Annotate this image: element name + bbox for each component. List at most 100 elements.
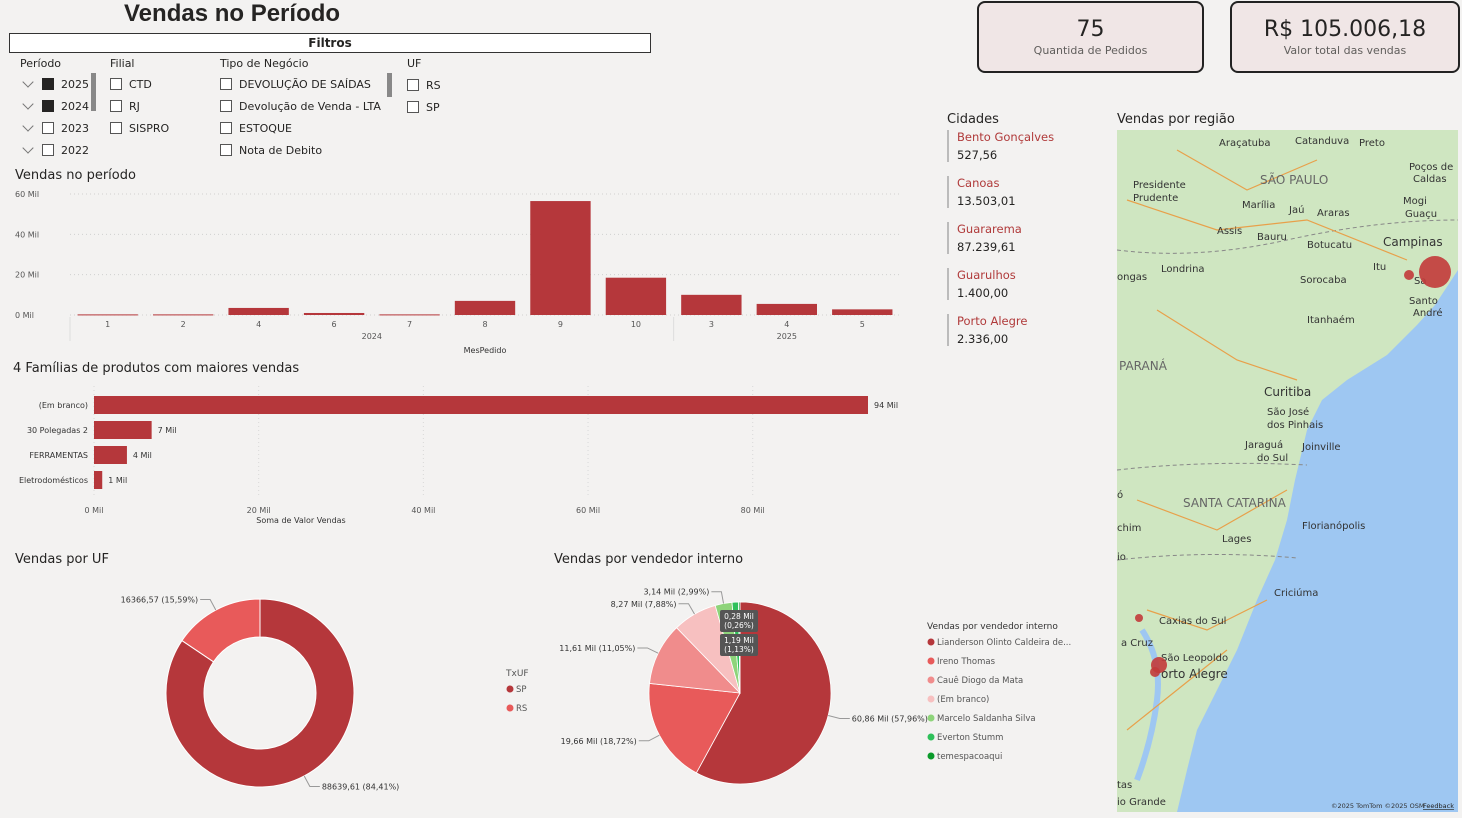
checkbox[interactable] [42,144,54,156]
city-value: 527,56 [957,148,998,162]
data-label: 1 Mil [108,476,127,485]
legend-label: RS [516,704,527,714]
checkbox[interactable] [110,122,122,134]
familias-title: 4 Famílias de produtos com maiores venda… [13,361,300,376]
legend-marker [927,714,935,722]
x-tick-label: 40 Mil [411,506,435,515]
familias-chart[interactable]: 0 Mil 20 Mil 40 Mil 60 Mil 80 Mil (Em branco)… [10,386,910,526]
checkbox[interactable] [42,78,54,90]
checkbox[interactable] [220,122,232,134]
city-card[interactable]: Guararema 87.239,61 [947,222,1054,254]
map-place-label: Itu [1373,262,1386,273]
uf-filter: RS SP [407,77,441,115]
x-group-label: 2025 [777,332,797,341]
filial-item-sispro[interactable]: SISPRO [110,120,169,136]
filial-item-ctd[interactable]: CTD [110,76,169,92]
inner-data-label: 1,19 Mil [724,636,754,645]
checkbox[interactable] [220,78,232,90]
legend-marker [927,638,935,646]
x-tick-label: 4 [256,320,261,329]
legend-label: Marcelo Saldanha Silva [937,714,1036,724]
x-tick-label: 1 [105,320,110,329]
map-bubble-guarulhos[interactable] [1404,270,1414,280]
uf-donut-chart[interactable]: 88639,61 (84,41%) 16366,57 (15,59%) TxUF SP… [60,580,530,810]
checkbox[interactable] [407,79,419,91]
tipo-item-nota-debito[interactable]: Nota de Debito [220,142,381,158]
map-bubble-guararema[interactable] [1419,256,1451,288]
checkbox[interactable] [42,122,54,134]
tipo-item-label: DEVOLUÇÃO DE SAÍDAS [239,77,371,91]
map-place-label: Joinville [1301,442,1341,453]
category-label: 30 Polegadas 2 [27,426,88,435]
bar [605,277,667,315]
card-valor-label: Valor total das vendas [1283,44,1407,57]
map-roads [1126,149,1408,731]
map-place-label: Araras [1317,208,1350,219]
map-visual[interactable]: Araçatuba Catanduva Preto Poços de Caldas SÃO… [1117,130,1458,812]
legend-label: Lianderson Olinto Caldeira de... [937,638,1071,648]
chevron-down-icon[interactable] [22,142,34,154]
checkbox[interactable] [220,144,232,156]
city-name: Guarulhos [957,268,1016,282]
map-place-label: Jaú [1288,204,1304,216]
city-card[interactable]: Bento Gonçalves 527,56 [947,130,1054,162]
tipo-negocio-filter-title: Tipo de Negócio [220,57,309,70]
vendedor-pie-chart[interactable]: 60,86 Mil (57,96%) 19,66 Mil (18,72%) 11,6… [540,580,1090,810]
card-pedidos-label: Quantida de Pedidos [1033,44,1148,57]
chevron-down-icon[interactable] [22,98,34,110]
donut-slice [181,598,261,663]
checkbox[interactable] [110,100,122,112]
periodo-item-2025[interactable]: 2025 [20,76,89,92]
map-place-label: Bauru [1257,232,1287,243]
legend-marker [506,704,514,712]
legend-label: Ireno Thomas [937,657,996,667]
city-card[interactable]: Guarulhos 1.400,00 [947,268,1054,300]
map-feedback-link[interactable]: Feedback [1423,802,1454,810]
map-place-label: Marília [1242,199,1275,211]
map-place-label: Catanduva [1295,136,1349,147]
map-place-label: Campinas [1383,235,1443,249]
tipo-item-devolucao-saidas[interactable]: DEVOLUÇÃO DE SAÍDAS [220,76,381,92]
uf-item-rs[interactable]: RS [407,77,441,93]
map-bubble-bento-goncalves[interactable] [1135,614,1143,622]
category-label: Eletrodomésticos [19,475,88,485]
map-place-label: Poços de [1409,162,1453,173]
periodo-item-2023[interactable]: 2023 [20,120,89,136]
city-value: 87.239,61 [957,240,1016,254]
tipo-item-estoque[interactable]: ESTOQUE [220,120,381,136]
map-place-label: tas [1117,780,1132,791]
map-place-label: SÃO PAULO [1260,172,1328,187]
data-label: 3,14 Mil (2,99%) [643,588,709,597]
periodo-item-2022[interactable]: 2022 [20,142,89,158]
periodo-scrollbar[interactable] [91,73,96,111]
map-place-label: André [1413,307,1443,319]
checkbox[interactable] [220,100,232,112]
filial-item-rj[interactable]: RJ [110,98,169,114]
chevron-down-icon[interactable] [22,120,34,132]
map-place-label: ongas [1117,272,1147,283]
map-place-label: Assis [1217,226,1242,237]
map-bubble-porto-alegre[interactable] [1150,667,1160,677]
tipo-scrollbar[interactable] [387,73,392,97]
vendas-periodo-chart[interactable]: 0 Mil 20 Mil 40 Mil 60 Mil 1 2 4 6 7 8 9 10 3 4 5 2024 2… [10,184,910,356]
bar [94,471,103,489]
checkbox[interactable] [42,100,54,112]
legend-title: TxUF [505,669,529,679]
checkbox[interactable] [407,101,419,113]
x-group-label: 2024 [362,332,382,341]
checkbox[interactable] [110,78,122,90]
chevron-down-icon[interactable] [22,76,34,88]
uf-item-sp[interactable]: SP [407,99,441,115]
filters-bar[interactable]: Filtros [9,33,651,53]
inner-label-box [720,610,758,632]
bar [228,307,289,315]
city-card[interactable]: Porto Alegre 2.336,00 [947,314,1054,346]
legend-label: (Em branco) [937,695,989,705]
tipo-item-devolucao-venda[interactable]: Devolução de Venda - LTA [220,98,381,114]
map-place-label: Santo [1409,296,1438,307]
periodo-item-2024[interactable]: 2024 [20,98,89,114]
map-place-label: Preto [1359,138,1385,149]
uf-filter-title: UF [407,57,422,70]
city-card[interactable]: Canoas 13.503,01 [947,176,1054,208]
